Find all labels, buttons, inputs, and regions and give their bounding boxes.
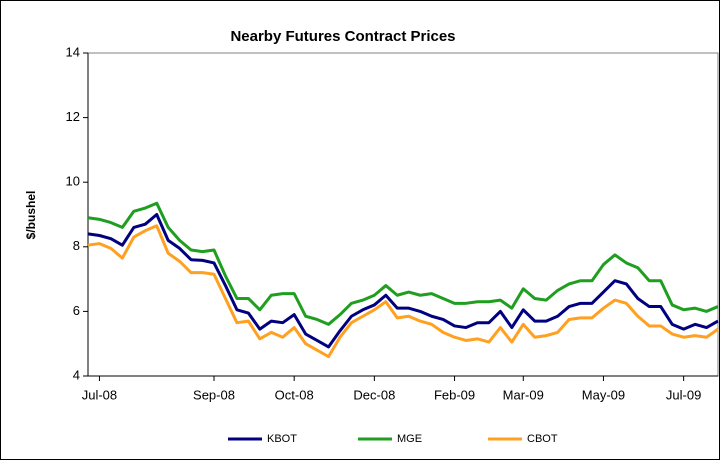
legend-label: MGE	[397, 433, 422, 445]
chart-title: Nearby Futures Contract Prices	[230, 28, 455, 45]
series-line	[87, 201, 719, 326]
x-tick-label: May-09	[582, 387, 625, 402]
x-tick-label: Dec-08	[353, 387, 395, 402]
y-tick-label: 10	[66, 174, 80, 189]
x-tick-label: Mar-09	[503, 387, 544, 402]
y-tick-label: 12	[66, 109, 80, 124]
series-line	[87, 213, 719, 349]
plot-area	[87, 52, 719, 377]
x-tick-label: Oct-08	[275, 387, 314, 402]
legend-label: CBOT	[527, 433, 558, 445]
series-line	[87, 224, 719, 359]
y-tick-label: 8	[73, 238, 80, 253]
x-tick-label: Jul-08	[82, 387, 117, 402]
x-tick-label: Jul-09	[666, 387, 701, 402]
x-tick-label: Feb-09	[434, 387, 475, 402]
y-tick-label: 6	[73, 303, 80, 318]
y-tick-label: 14	[66, 44, 80, 59]
x-tick-label: Sep-08	[193, 387, 235, 402]
y-axis-title: $/bushel	[24, 191, 38, 240]
legend-label: KBOT	[267, 433, 297, 445]
y-tick-label: 4	[73, 367, 80, 382]
